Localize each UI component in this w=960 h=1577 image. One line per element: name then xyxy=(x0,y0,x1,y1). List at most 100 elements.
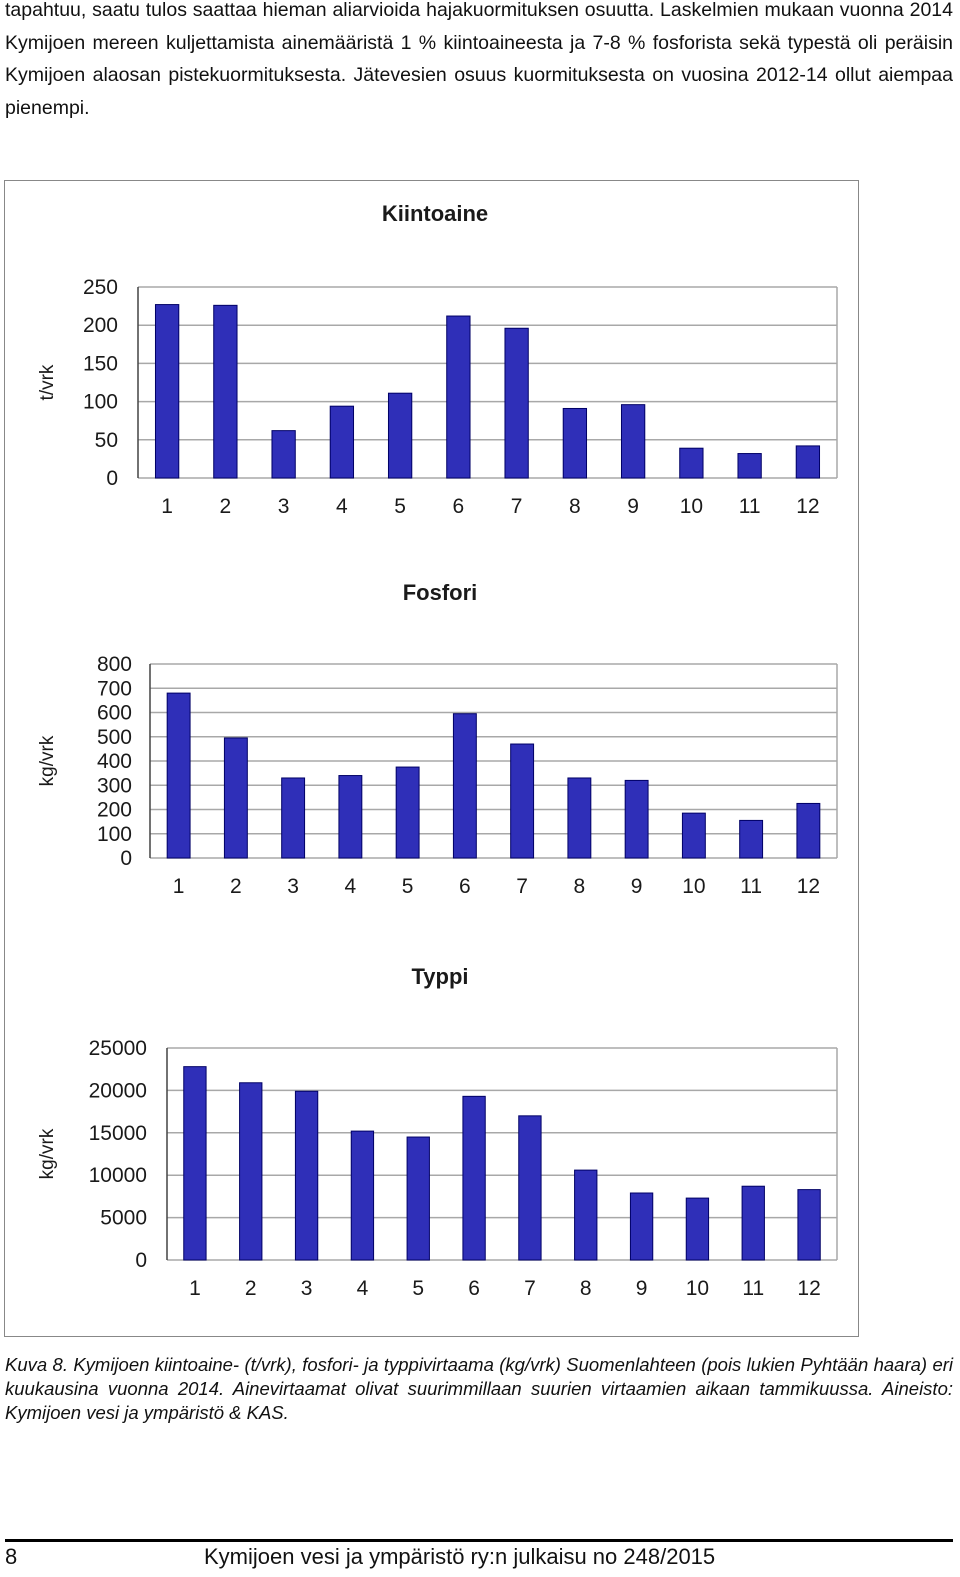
bar-2 xyxy=(223,737,248,859)
y-tick-label: 50 xyxy=(95,429,118,452)
bar-3 xyxy=(294,1090,319,1261)
y-tick-label: 15000 xyxy=(89,1122,147,1145)
y-tick-label: 150 xyxy=(83,352,118,375)
x-tick-label: 7 xyxy=(524,1277,536,1300)
x-tick-label: 9 xyxy=(627,495,639,518)
x-tick-label: 4 xyxy=(336,495,348,518)
bar-9 xyxy=(629,1192,654,1261)
y-tick-label: 800 xyxy=(97,653,132,676)
y-tick-label: 400 xyxy=(97,750,132,773)
y-axis-label: kg/vrk xyxy=(37,735,58,786)
page-number: 8 xyxy=(5,1544,18,1569)
x-tick-label: 1 xyxy=(173,875,185,898)
bar-10 xyxy=(679,447,704,479)
x-tick-label: 11 xyxy=(739,495,761,518)
x-tick-label: 8 xyxy=(569,495,581,518)
bar-5 xyxy=(406,1136,430,1261)
bar-12 xyxy=(797,1189,821,1261)
x-tick-label: 12 xyxy=(796,495,819,518)
bar-8 xyxy=(567,777,592,859)
x-tick-label: 4 xyxy=(357,1277,369,1300)
intro-paragraph: tapahtuu, saatu tulos saattaa hieman ali… xyxy=(5,0,953,119)
bar-7 xyxy=(518,1115,542,1261)
bar-10 xyxy=(681,812,706,859)
x-tick-label: 6 xyxy=(453,495,465,518)
x-tick-label: 5 xyxy=(394,495,406,518)
x-tick-label: 11 xyxy=(740,875,762,898)
y-tick-label: 0 xyxy=(135,1249,147,1272)
chart-title: Fosfori xyxy=(403,580,478,605)
y-tick-label: 200 xyxy=(97,799,132,822)
bar-12 xyxy=(796,802,821,859)
x-tick-label: 6 xyxy=(468,1277,480,1300)
figure-caption: Kuva 8. Kymijoen kiintoaine- (t/vrk), fo… xyxy=(5,1354,953,1423)
x-tick-label: 3 xyxy=(278,495,290,518)
bar-3 xyxy=(271,430,296,479)
y-tick-label: 100 xyxy=(97,823,132,846)
y-axis-label: kg/vrk xyxy=(37,1128,58,1179)
y-tick-label: 500 xyxy=(97,726,132,749)
x-tick-label: 2 xyxy=(220,495,232,518)
bar-6 xyxy=(452,713,477,859)
bar-3 xyxy=(281,777,306,859)
x-tick-label: 1 xyxy=(161,495,173,518)
x-tick-label: 7 xyxy=(511,495,523,518)
chart-title: Kiintoaine xyxy=(382,201,488,226)
bar-2 xyxy=(213,304,238,479)
y-tick-label: 300 xyxy=(97,774,132,797)
y-tick-label: 100 xyxy=(83,391,118,414)
x-tick-label: 8 xyxy=(574,875,586,898)
y-tick-label: 600 xyxy=(97,702,132,725)
x-tick-label: 2 xyxy=(230,875,242,898)
bar-5 xyxy=(395,766,420,859)
footer-rule xyxy=(5,1539,953,1542)
x-tick-label: 5 xyxy=(402,875,414,898)
bar-11 xyxy=(737,453,762,479)
y-axis-label: t/vrk xyxy=(37,364,58,400)
bar-11 xyxy=(739,819,764,859)
x-tick-label: 6 xyxy=(459,875,471,898)
chart-title: Typpi xyxy=(411,964,468,989)
bar-1 xyxy=(183,1066,207,1261)
x-tick-label: 9 xyxy=(631,875,643,898)
y-tick-label: 0 xyxy=(106,467,118,490)
footer-publication: Kymijoen vesi ja ympäristö ry:n julkaisu… xyxy=(204,1544,716,1569)
bar-2 xyxy=(239,1082,263,1261)
bar-10 xyxy=(685,1197,710,1261)
y-tick-label: 200 xyxy=(83,314,118,337)
x-tick-label: 8 xyxy=(580,1277,592,1300)
bar-8 xyxy=(562,407,588,479)
bar-9 xyxy=(620,404,646,479)
bar-6 xyxy=(462,1095,486,1261)
bar-7 xyxy=(504,327,529,479)
figure-frame: Kiintoaine 0 50 100 150 200 250 t/vrk 1 2 3 4 5 6 7 8 9 1… xyxy=(4,180,859,1337)
bar-7 xyxy=(510,743,535,859)
bar-4 xyxy=(329,405,355,479)
y-tick-label: 700 xyxy=(97,677,132,700)
x-tick-label: 3 xyxy=(287,875,299,898)
x-tick-label: 1 xyxy=(189,1277,201,1300)
x-tick-label: 10 xyxy=(682,875,705,898)
y-tick-label: 250 xyxy=(83,276,118,299)
x-tick-label: 5 xyxy=(412,1277,424,1300)
y-tick-label: 10000 xyxy=(89,1164,147,1187)
x-tick-label: 11 xyxy=(742,1277,764,1300)
x-tick-label: 7 xyxy=(516,875,528,898)
bar-1 xyxy=(166,692,191,859)
bar-6 xyxy=(446,315,471,479)
bar-12 xyxy=(795,445,821,479)
y-tick-label: 20000 xyxy=(89,1079,147,1102)
x-tick-label: 2 xyxy=(245,1277,257,1300)
bar-9 xyxy=(624,779,649,859)
x-tick-label: 12 xyxy=(797,875,820,898)
bar-4 xyxy=(338,775,363,859)
x-tick-label: 9 xyxy=(636,1277,648,1300)
x-tick-label: 10 xyxy=(680,495,703,518)
x-tick-label: 3 xyxy=(301,1277,313,1300)
y-tick-label: 25000 xyxy=(89,1037,147,1060)
y-tick-label: 0 xyxy=(120,847,132,870)
y-tick-label: 5000 xyxy=(100,1207,147,1230)
bar-8 xyxy=(574,1169,598,1261)
x-tick-label: 4 xyxy=(345,875,357,898)
